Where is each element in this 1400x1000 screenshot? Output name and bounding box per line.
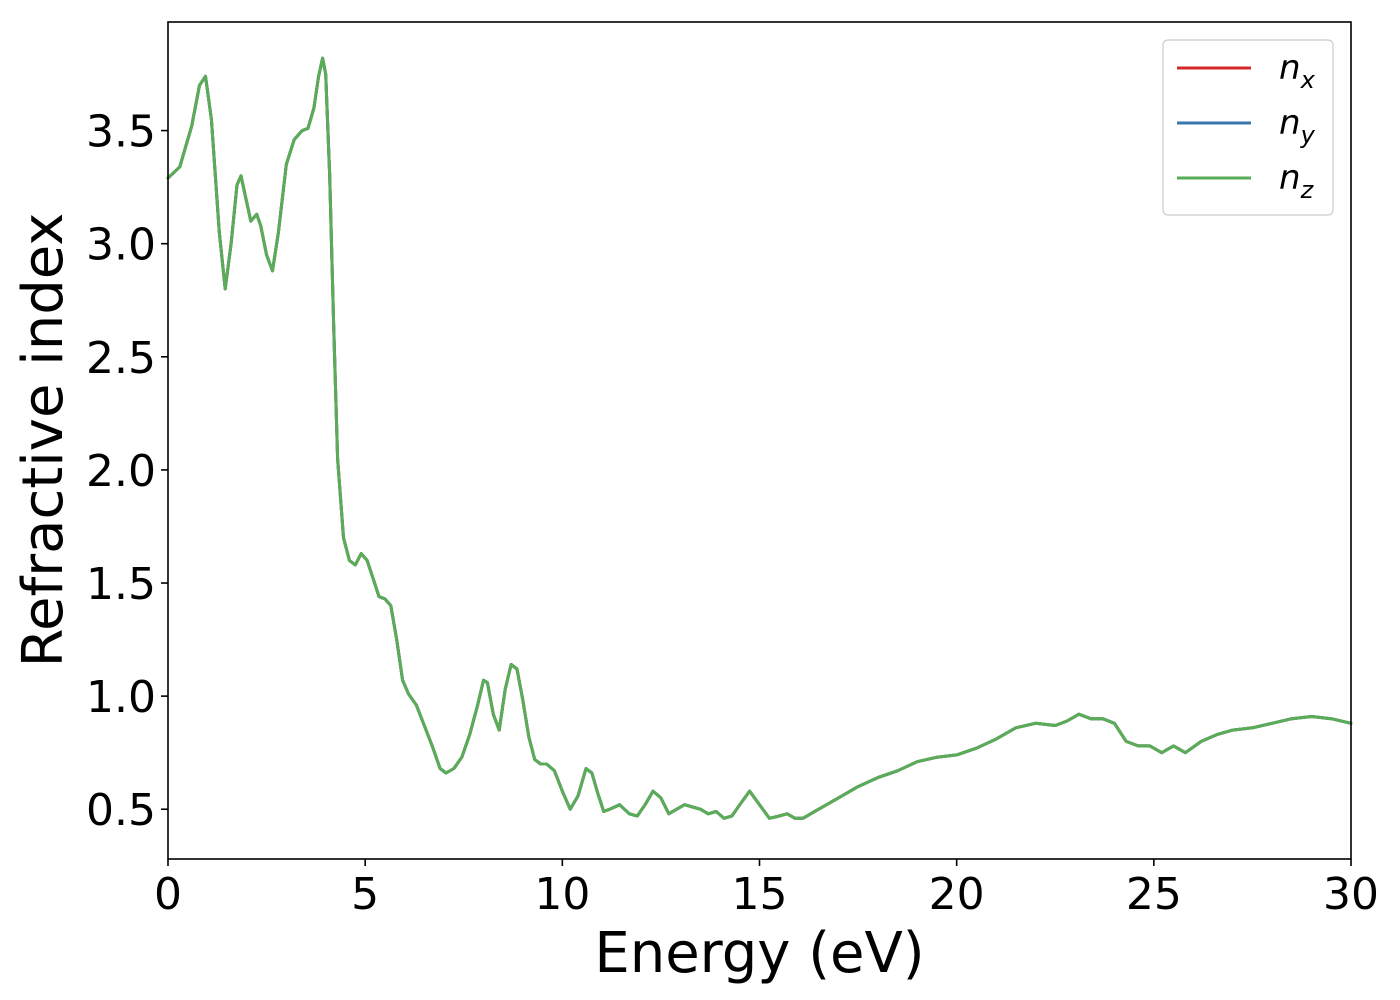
- y-tick-label: 3.5: [86, 107, 156, 158]
- y-axis-ticks: 0.5 1.0 1.5 2.0 2.5 3.0 3.5: [86, 107, 168, 836]
- x-tick-label: 20: [929, 869, 985, 920]
- y-tick-label: 1.0: [86, 672, 156, 723]
- x-tick-label: 0: [154, 869, 182, 920]
- x-tick-label: 30: [1323, 869, 1379, 920]
- y-axis-title: Refractive index: [11, 213, 76, 668]
- legend-box: [1162, 39, 1334, 216]
- legend-label-ny: ny: [1279, 103, 1316, 149]
- y-tick-label: 2.0: [86, 446, 156, 497]
- series-layer: [166, 56, 1353, 820]
- x-tick-label: 5: [351, 869, 379, 920]
- legend: nx ny nz: [1162, 39, 1334, 216]
- y-tick-label: 2.5: [86, 333, 156, 384]
- x-tick-label: 25: [1126, 869, 1182, 920]
- y-tick-label: 1.5: [86, 559, 156, 610]
- x-tick-label: 15: [732, 869, 788, 920]
- series-line-nz: [166, 56, 1353, 820]
- x-axis-ticks: 0 5 10 15 20 25 30: [154, 859, 1379, 920]
- x-tick-label: 10: [534, 869, 590, 920]
- y-tick-label: 3.0: [86, 220, 156, 271]
- legend-label-nx: nx: [1279, 48, 1316, 94]
- x-axis-title: Energy (eV): [594, 921, 924, 986]
- legend-label-nz: nz: [1279, 158, 1315, 204]
- y-tick-label: 0.5: [86, 785, 156, 836]
